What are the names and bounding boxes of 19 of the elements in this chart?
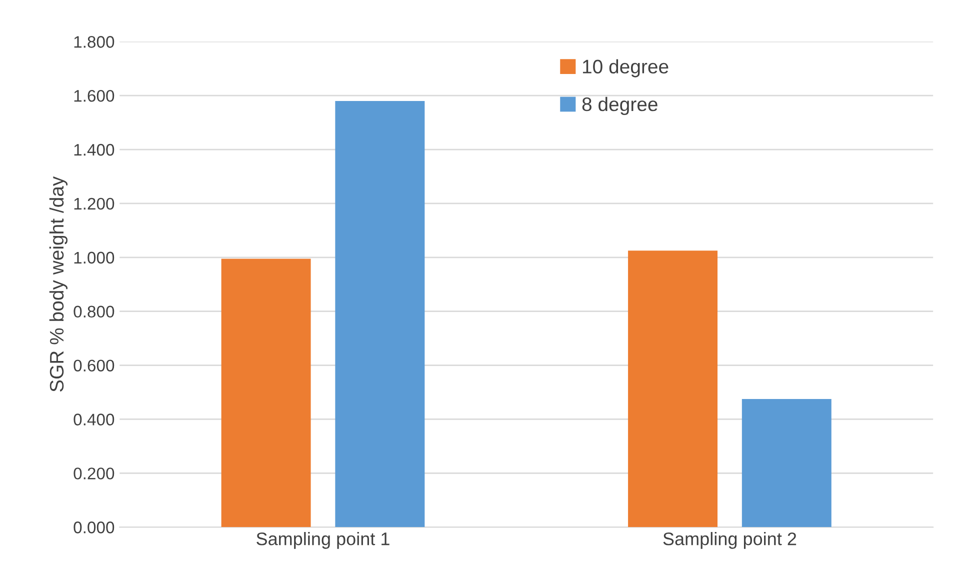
y-tick-label: 1.400 — [74, 144, 114, 156]
y-tick-label: 0.000 — [74, 522, 114, 534]
y-tick-label: 1.000 — [74, 252, 114, 264]
y-tick-label: 0.400 — [74, 414, 114, 426]
x-tick-label: Sampling point 1 — [256, 532, 390, 549]
bar — [221, 258, 311, 528]
bar — [628, 250, 718, 528]
y-tick-label: 1.800 — [74, 36, 114, 48]
legend-label: 10 degree — [582, 59, 668, 78]
x-tick-label: Sampling point 2 — [663, 532, 796, 549]
y-axis-title: SGR % body weight /day — [49, 176, 68, 392]
y-tick-label: 0.200 — [74, 468, 114, 480]
y-tick-label: 0.600 — [74, 360, 114, 372]
y-tick-label: 0.800 — [74, 306, 114, 318]
legend-label: 8 degree — [582, 96, 658, 116]
y-tick-label: 1.200 — [74, 198, 114, 210]
bar — [742, 399, 832, 528]
y-tick-label: 1.600 — [74, 90, 114, 102]
bar — [335, 100, 425, 528]
